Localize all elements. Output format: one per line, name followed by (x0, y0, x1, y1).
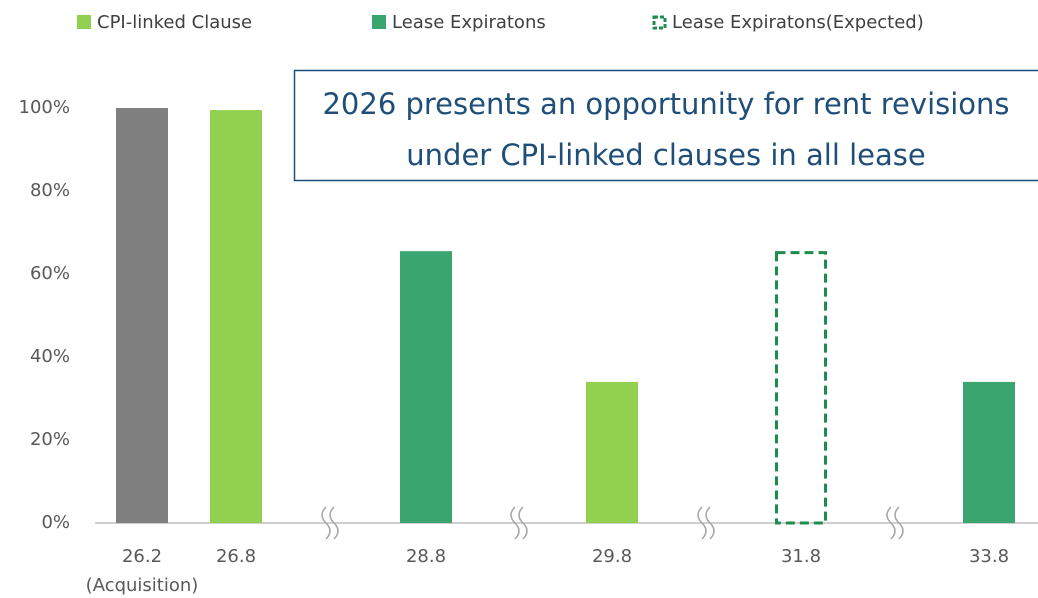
annotation: 2026 presents an opportunity for rent re… (322, 87, 1009, 121)
legend-marker (372, 15, 386, 29)
y-tick-label: 0% (41, 512, 70, 533)
x-tick-label: 26.2 (122, 546, 162, 567)
y-tick-label: 100% (19, 97, 70, 118)
bar (116, 108, 168, 523)
annotation-box (293, 69, 1038, 182)
bar (775, 251, 827, 525)
legend-label: Lease Expiratons(Expected) (672, 12, 924, 33)
axis-break (697, 506, 715, 540)
bar (400, 251, 452, 524)
legend-marker (77, 15, 91, 29)
axis-break (886, 506, 904, 540)
x-tick-note: (Acquisition) (86, 575, 199, 596)
axis-break (321, 506, 339, 540)
legend-label: Lease Expiratons (392, 12, 546, 33)
bar (963, 381, 1015, 523)
y-tick-label: 40% (30, 346, 70, 367)
axis-break (510, 506, 528, 540)
x-tick-label: 29.8 (592, 546, 632, 567)
legend-label: CPI-linked Clause (97, 12, 252, 33)
x-tick-label: 26.8 (216, 546, 256, 567)
annotation: under CPI-linked clauses in all lease (406, 138, 925, 172)
x-tick-label: 28.8 (406, 546, 446, 567)
y-tick-label: 60% (30, 263, 70, 284)
y-tick-label: 80% (30, 180, 70, 201)
legend-marker (652, 15, 667, 30)
x-tick-label: 31.8 (781, 546, 821, 567)
y-tick-label: 20% (30, 429, 70, 450)
x-tick-label: 33.8 (969, 546, 1009, 567)
bar (586, 381, 638, 523)
bar (210, 110, 262, 523)
